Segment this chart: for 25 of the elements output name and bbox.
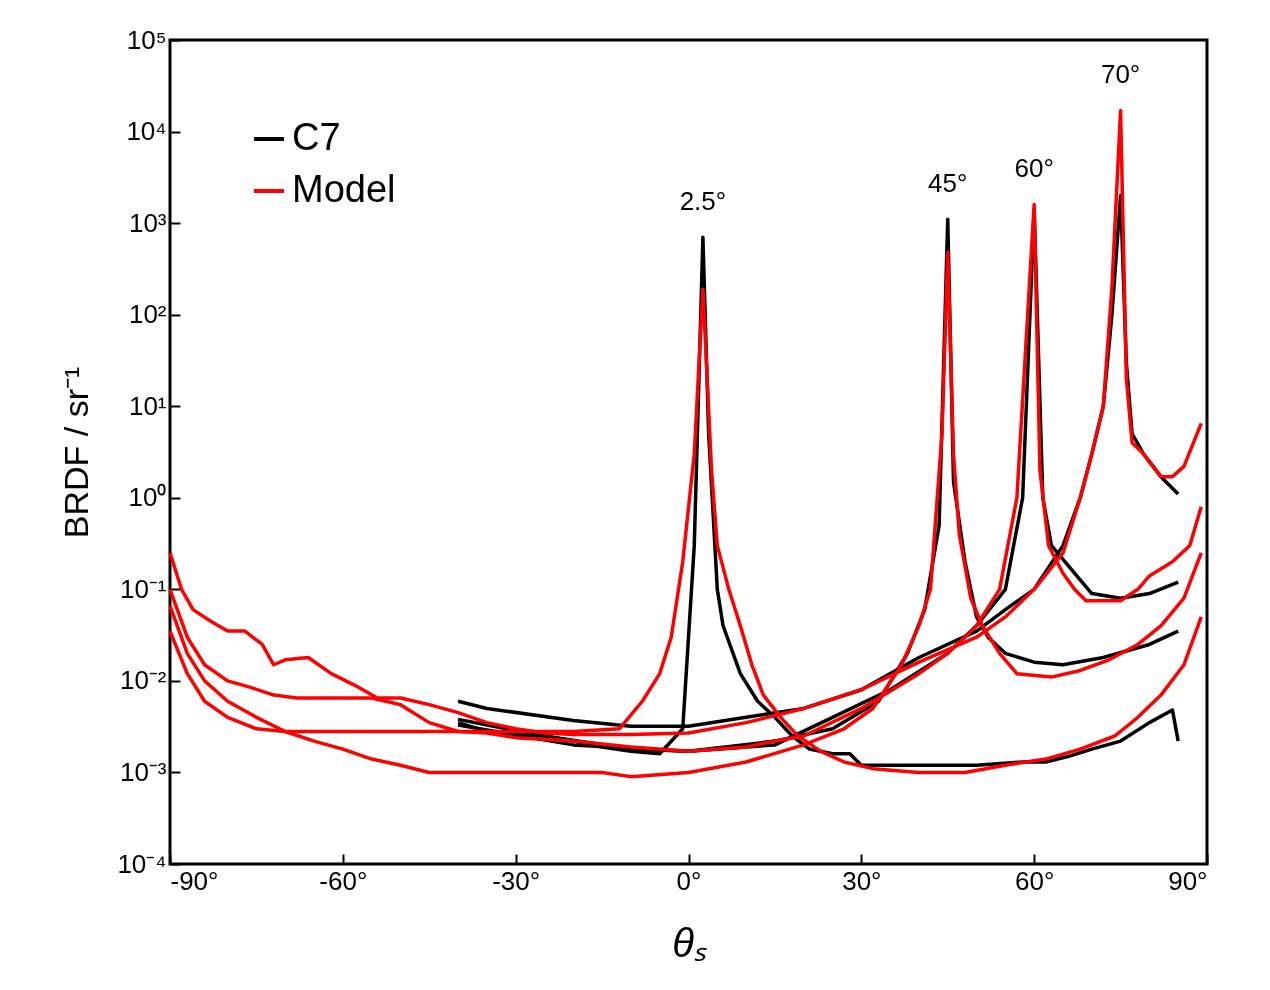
y-tick-label: 10¹ (128, 390, 167, 421)
y-tick-label: 10⁻¹ (119, 573, 167, 604)
y-tick-label: 10⁵ (126, 24, 167, 55)
x-tick-label: -90° (170, 865, 219, 896)
y-tick-label: 10⁰ (128, 482, 167, 513)
x-tick-label: -60° (319, 865, 368, 896)
x-tick-label: 60° (1015, 865, 1055, 896)
y-tick-label: 10² (128, 299, 167, 330)
x-tick-label: 30° (842, 865, 882, 896)
y-tick-label: 10⁻² (119, 665, 167, 696)
y-tick-label: 10⁴ (126, 116, 167, 147)
y-tick-label: 10⁻³ (119, 756, 167, 787)
y-tick-label: 10⁻⁴ (117, 848, 167, 879)
y-tick-label: 10³ (128, 207, 167, 238)
y-axis-title: BRDF / sr⁻¹ (57, 366, 96, 539)
annotation: 2.5° (679, 186, 727, 217)
annotation: 60° (1014, 153, 1054, 184)
x-tick-label: 0° (676, 865, 702, 896)
annotation: 70° (1100, 59, 1141, 90)
x-tick-label: 90° (1168, 865, 1208, 896)
legend-label: Model (292, 168, 396, 210)
x-tick-label: -30° (492, 865, 541, 896)
legend-label: C7 (292, 116, 341, 158)
x-axis-title: θₛ (672, 920, 708, 965)
annotation: 45° (928, 168, 968, 199)
